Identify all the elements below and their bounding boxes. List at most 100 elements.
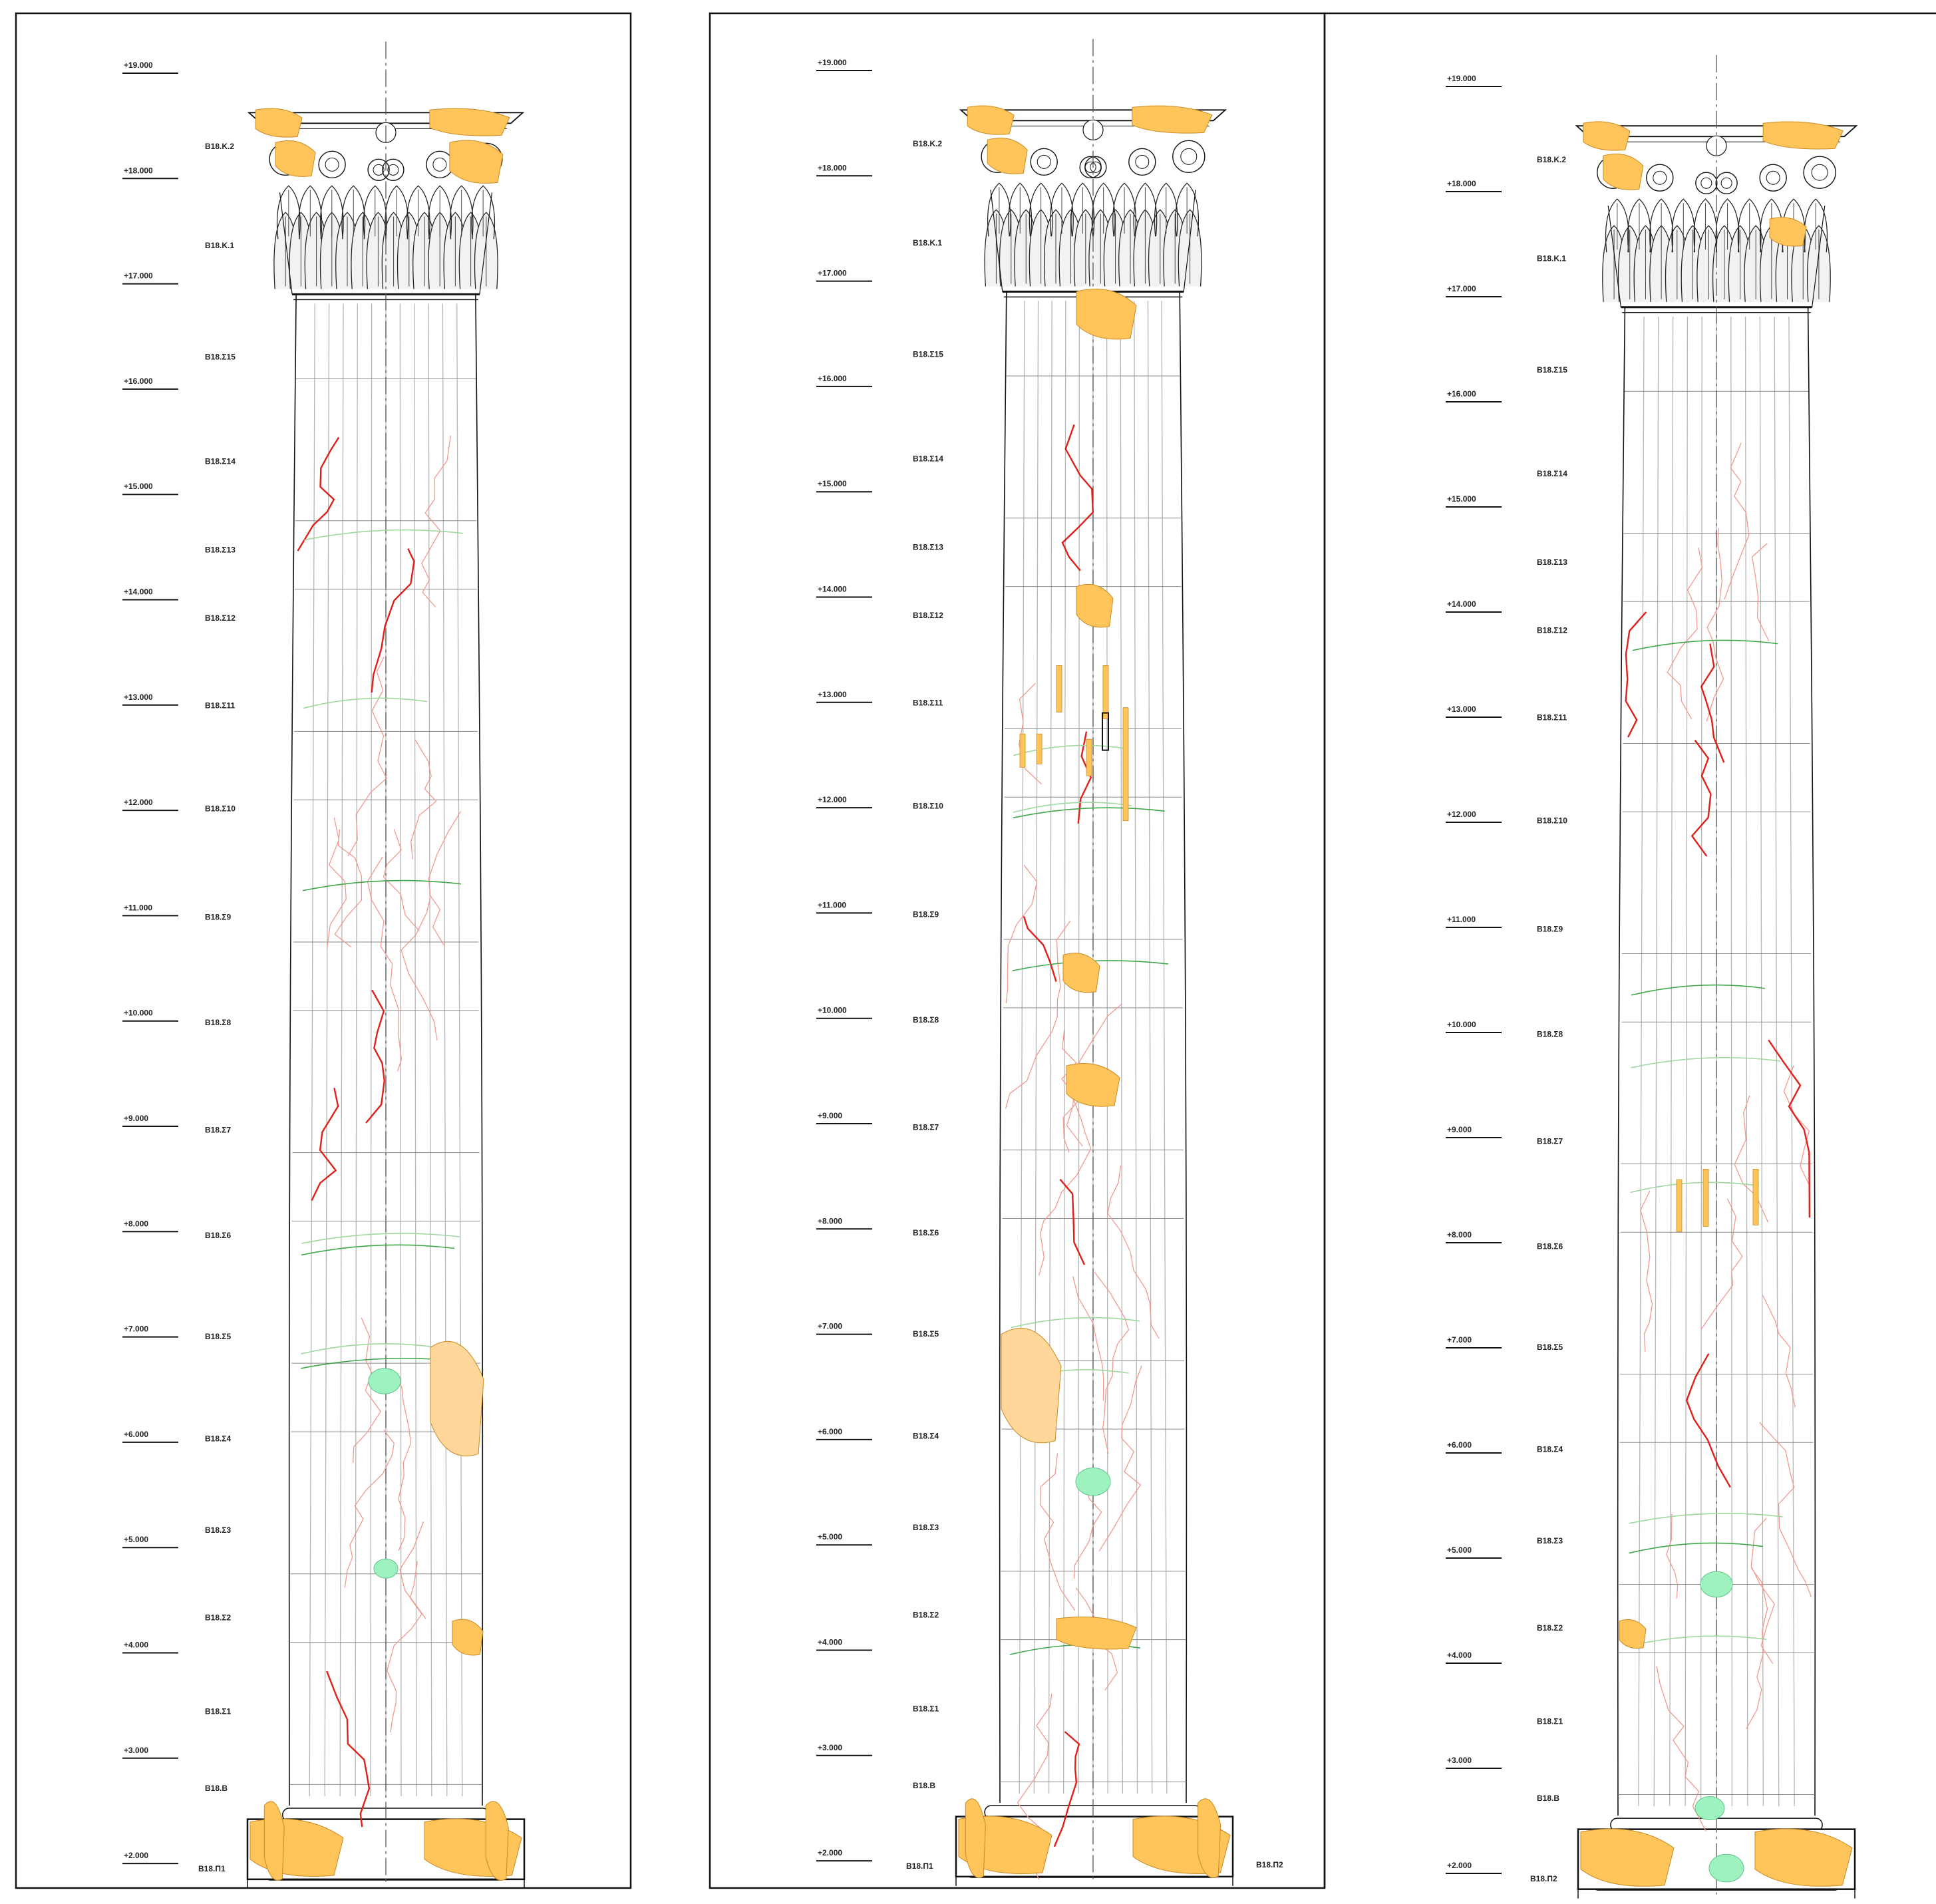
crack-line xyxy=(1691,739,1712,857)
loss-strip xyxy=(1752,1169,1759,1225)
capital xyxy=(247,112,525,295)
capital-volute-eye xyxy=(1037,154,1051,169)
block-label: B18.Σ5 xyxy=(913,1329,939,1339)
block-label: B18.Σ12 xyxy=(913,611,943,620)
plinth-label: B18.Π2 xyxy=(1530,1874,1557,1883)
elevation-label: +11.000 xyxy=(1447,915,1476,924)
elevation-label: +19.000 xyxy=(818,58,847,67)
material-loss xyxy=(1132,105,1213,134)
acanthus-leaf xyxy=(1627,198,1651,253)
block-label: B18.K.2 xyxy=(205,142,234,151)
material-loss xyxy=(255,108,303,138)
block-label: B18.Σ15 xyxy=(205,353,236,362)
capital-volute xyxy=(1715,172,1738,194)
acanthus-leaf xyxy=(428,185,452,239)
capital-volute xyxy=(367,158,390,182)
crack-line xyxy=(383,829,420,931)
crack-line xyxy=(1685,1353,1731,1488)
crack-line xyxy=(1700,1198,1743,1330)
elevation-label: +5.000 xyxy=(1447,1545,1472,1555)
capital-volute-eye xyxy=(1180,148,1198,165)
block-label: B18.K.1 xyxy=(1537,253,1566,263)
acanthus-leaf xyxy=(276,185,301,239)
green-crack xyxy=(304,529,464,541)
crack-line xyxy=(334,829,363,948)
crack-line xyxy=(396,1372,412,1551)
panel-1: +19.000 +18.000 +17.000 +16.000 +15.000 +14.0… xyxy=(122,41,526,1889)
block-label: B18.Σ15 xyxy=(1537,365,1567,375)
block-label: B18.K.1 xyxy=(205,241,234,250)
flute-line xyxy=(1638,316,1645,1807)
capital-volute xyxy=(1128,148,1156,176)
elevation-label: +8.000 xyxy=(124,1219,148,1228)
elevation-label: +7.000 xyxy=(1447,1335,1472,1345)
green-crack xyxy=(1628,1635,1767,1647)
flute-line xyxy=(1685,316,1689,1807)
elevation-label: +10.000 xyxy=(124,1009,153,1018)
flute-line xyxy=(1744,316,1748,1807)
elevation-label: +8.000 xyxy=(1447,1230,1472,1239)
loss-strip xyxy=(1676,1179,1683,1232)
crack-line xyxy=(1005,864,1038,1004)
crack-line xyxy=(1040,1453,1076,1611)
elevation-label: +17.000 xyxy=(818,269,847,278)
material-loss xyxy=(452,1619,484,1656)
block-label: B18.Σ13 xyxy=(1537,557,1567,567)
block-label: B18.Σ2 xyxy=(1537,1623,1563,1633)
flute-line xyxy=(1653,316,1659,1807)
loss-strip xyxy=(1702,1169,1709,1227)
flute-line xyxy=(1019,301,1025,1794)
block-label: B18.Σ7 xyxy=(205,1125,232,1134)
block-label: B18.Σ4 xyxy=(205,1434,232,1443)
capital-volute xyxy=(1172,140,1206,174)
block-label: B18.Σ11 xyxy=(913,699,943,708)
block-label: B18.Σ10 xyxy=(1537,816,1567,826)
crack-line xyxy=(421,435,452,607)
crack-line xyxy=(1783,1065,1810,1186)
panel-2: +19.000 +18.000 +17.000 +16.000 +15.000 +14.0… xyxy=(816,39,1283,1886)
crack-line xyxy=(365,989,386,1124)
elevation-label: +11.000 xyxy=(124,903,152,912)
block-label: B18.Σ9 xyxy=(913,910,939,919)
material-loss xyxy=(1066,1063,1120,1107)
block-label: B18.Σ10 xyxy=(913,802,943,811)
acanthus-leaf xyxy=(1050,182,1074,237)
crack-line xyxy=(1746,1567,1768,1730)
crack-line xyxy=(311,1087,339,1201)
crack-line xyxy=(1768,1039,1811,1218)
block-label: B18.Σ7 xyxy=(1537,1136,1563,1146)
elevation-label: +16.000 xyxy=(818,374,847,383)
block-label: B18.Σ14 xyxy=(205,456,236,466)
repair-patch xyxy=(368,1368,401,1394)
capital-volute-eye xyxy=(1811,164,1828,181)
block-label: B18.Σ4 xyxy=(1537,1444,1563,1454)
damage-overlay xyxy=(1580,121,1853,1887)
crack-line xyxy=(399,1521,426,1619)
flute-line xyxy=(1730,316,1733,1807)
capital-volute-eye xyxy=(1090,161,1102,173)
crack-line xyxy=(1038,1094,1092,1276)
crack-line xyxy=(1700,643,1725,763)
elevation-label: +11.000 xyxy=(818,900,846,909)
flute-line xyxy=(1048,301,1052,1794)
elevation-label: +10.000 xyxy=(1447,1020,1476,1029)
flute-line xyxy=(1134,301,1138,1794)
material-loss xyxy=(1076,288,1137,340)
acanthus-leaf xyxy=(1008,182,1033,237)
capital-volute-eye xyxy=(1766,170,1780,185)
shaft-edge-right xyxy=(1179,291,1188,1804)
material-loss xyxy=(1619,1619,1647,1649)
flute-line xyxy=(370,303,373,1797)
green-crack xyxy=(1629,1542,1764,1554)
capital-volute-eye xyxy=(387,164,399,176)
acanthus-leaf xyxy=(449,185,474,239)
block-label: B18.Σ7 xyxy=(913,1122,939,1132)
block-label: B18.Σ15 xyxy=(913,350,943,359)
capital-bell-edge xyxy=(990,190,1196,292)
elevation-label: +15.000 xyxy=(1447,494,1476,504)
block-label: B18.Σ6 xyxy=(205,1231,232,1240)
green-crack xyxy=(302,879,462,891)
elevation-label: +14.000 xyxy=(1447,599,1476,609)
repair-patch xyxy=(1075,1467,1111,1496)
elevation-label: +3.000 xyxy=(124,1746,148,1755)
